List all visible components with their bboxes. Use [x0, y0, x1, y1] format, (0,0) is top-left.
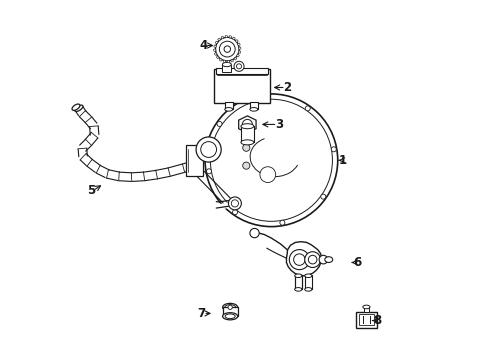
- Ellipse shape: [224, 305, 235, 310]
- Polygon shape: [286, 242, 321, 276]
- Ellipse shape: [75, 105, 83, 112]
- Text: 4: 4: [199, 39, 207, 52]
- Polygon shape: [238, 47, 241, 49]
- Circle shape: [242, 162, 249, 169]
- Bar: [241, 126, 253, 142]
- Circle shape: [224, 46, 230, 52]
- Polygon shape: [234, 57, 237, 60]
- Text: 7: 7: [197, 307, 205, 320]
- Bar: [215, 68, 267, 74]
- Bar: [363, 307, 368, 312]
- Polygon shape: [232, 37, 235, 40]
- Circle shape: [260, 167, 275, 183]
- Bar: [304, 275, 311, 289]
- Polygon shape: [217, 38, 220, 41]
- Ellipse shape: [224, 108, 232, 111]
- Circle shape: [206, 169, 211, 174]
- Text: 1: 1: [338, 154, 346, 167]
- Circle shape: [289, 249, 309, 270]
- Polygon shape: [219, 58, 222, 61]
- Polygon shape: [235, 40, 238, 42]
- Ellipse shape: [224, 314, 235, 319]
- Bar: [294, 275, 301, 289]
- Polygon shape: [238, 51, 240, 53]
- Polygon shape: [236, 54, 239, 57]
- Ellipse shape: [241, 124, 253, 129]
- Circle shape: [204, 94, 337, 226]
- Bar: [214, 69, 269, 103]
- Ellipse shape: [222, 62, 231, 67]
- Polygon shape: [215, 41, 218, 44]
- Ellipse shape: [324, 257, 332, 262]
- Bar: [224, 102, 232, 109]
- Circle shape: [228, 197, 241, 210]
- Circle shape: [231, 200, 238, 207]
- Ellipse shape: [294, 274, 301, 278]
- Circle shape: [242, 144, 249, 151]
- Polygon shape: [216, 56, 219, 59]
- Circle shape: [319, 255, 327, 264]
- Bar: [222, 307, 237, 316]
- Circle shape: [227, 305, 232, 310]
- Ellipse shape: [304, 288, 311, 291]
- Ellipse shape: [249, 108, 257, 111]
- Text: 5: 5: [87, 184, 95, 197]
- Circle shape: [196, 137, 221, 162]
- Circle shape: [234, 61, 244, 71]
- Text: 3: 3: [275, 118, 283, 131]
- Circle shape: [308, 255, 316, 264]
- Polygon shape: [224, 36, 227, 38]
- Polygon shape: [227, 60, 229, 63]
- Circle shape: [215, 37, 239, 61]
- Circle shape: [236, 64, 241, 69]
- Polygon shape: [238, 116, 256, 133]
- Circle shape: [279, 220, 285, 225]
- Circle shape: [242, 120, 252, 130]
- Bar: [222, 64, 231, 72]
- Polygon shape: [214, 53, 217, 55]
- Circle shape: [293, 254, 305, 265]
- Ellipse shape: [72, 104, 80, 111]
- Text: 2: 2: [283, 81, 291, 94]
- Text: 8: 8: [372, 314, 381, 327]
- Polygon shape: [237, 43, 240, 46]
- Polygon shape: [213, 49, 216, 51]
- Bar: [247, 83, 265, 98]
- Circle shape: [304, 252, 320, 267]
- Polygon shape: [221, 36, 224, 39]
- Circle shape: [232, 210, 237, 215]
- Bar: [358, 315, 373, 325]
- Ellipse shape: [241, 140, 253, 145]
- Bar: [294, 275, 301, 289]
- Circle shape: [257, 95, 263, 100]
- Circle shape: [249, 228, 259, 238]
- Bar: [355, 312, 376, 328]
- Circle shape: [210, 99, 332, 221]
- Polygon shape: [213, 45, 216, 47]
- Ellipse shape: [222, 303, 237, 311]
- Circle shape: [330, 147, 336, 152]
- Polygon shape: [230, 59, 233, 62]
- Circle shape: [305, 106, 309, 111]
- Polygon shape: [228, 36, 231, 38]
- Text: 6: 6: [353, 256, 361, 269]
- Polygon shape: [223, 60, 225, 63]
- Ellipse shape: [294, 288, 301, 291]
- Bar: [249, 102, 257, 109]
- Circle shape: [219, 41, 235, 57]
- Ellipse shape: [222, 313, 237, 320]
- Ellipse shape: [362, 305, 369, 309]
- Bar: [185, 145, 203, 176]
- Circle shape: [320, 194, 325, 199]
- Ellipse shape: [304, 274, 311, 278]
- Circle shape: [201, 141, 216, 157]
- Circle shape: [217, 121, 222, 126]
